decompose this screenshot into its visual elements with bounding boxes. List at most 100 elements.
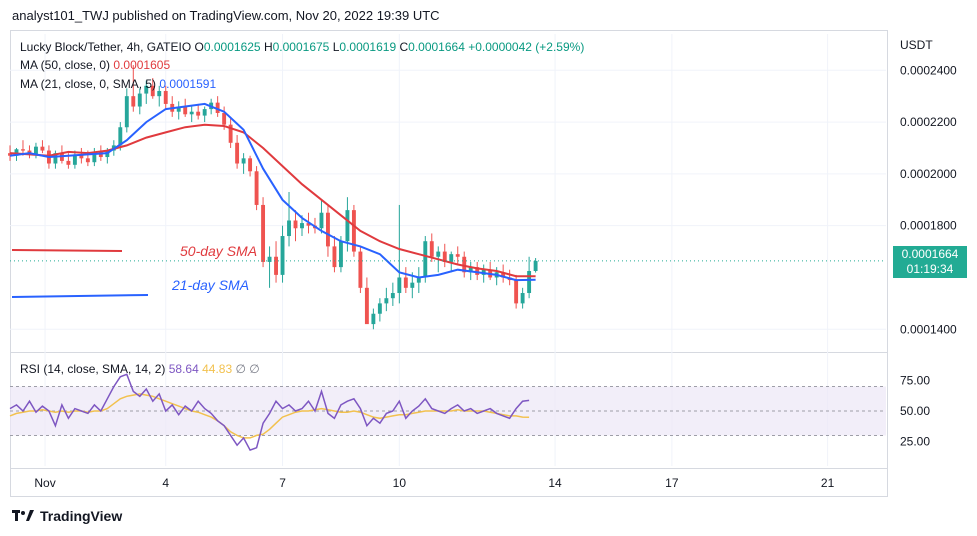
candle-body	[124, 96, 129, 128]
ma21-value: 0.0001591	[159, 77, 217, 91]
candle-body	[300, 223, 304, 229]
candle	[358, 246, 363, 294]
candle-body	[306, 223, 311, 226]
time-tick-label: 21	[821, 476, 835, 490]
time-tick-label: 10	[393, 476, 407, 490]
candle	[326, 204, 330, 257]
candle	[202, 106, 207, 123]
candle-body	[14, 149, 19, 156]
ohlc-legend: Lucky Block/Tether, 4h, GATEIO O0.000162…	[20, 40, 584, 54]
candle	[377, 298, 382, 322]
time-tick-label: 7	[279, 476, 286, 490]
candle	[124, 88, 129, 133]
candle	[176, 101, 181, 120]
candle	[533, 258, 538, 273]
candle-body	[215, 102, 220, 113]
high-value: 0.0001675	[272, 40, 330, 54]
candle-body	[377, 303, 382, 314]
chart-frame	[10, 30, 888, 497]
candle	[423, 236, 428, 283]
candle	[163, 85, 168, 110]
candle-body	[462, 256, 467, 273]
rsi-ma-line	[9, 393, 530, 439]
candle-body	[442, 251, 447, 262]
ma50-legend[interactable]: MA (50, close, 0) 0.0001605	[20, 58, 170, 72]
candle	[416, 267, 421, 294]
brand-name: TradingView	[40, 508, 123, 524]
sma21-legend-line	[11, 294, 149, 298]
candle	[455, 246, 460, 265]
candle	[371, 308, 376, 330]
time-axis-separator	[10, 468, 888, 469]
candle	[527, 256, 532, 299]
time-axis: Nov 4 7 10 14 17 21	[34, 476, 834, 490]
price-tick-label: 0.0002000	[900, 167, 957, 181]
candle	[390, 282, 395, 306]
candle-body	[267, 256, 272, 262]
candle	[287, 192, 291, 247]
high-label: H	[263, 40, 273, 54]
candle	[118, 122, 123, 151]
candle	[183, 98, 188, 117]
candle-body	[332, 246, 337, 268]
candle	[442, 243, 447, 268]
candle-body	[416, 277, 421, 283]
candles	[8, 65, 538, 330]
bar-countdown: 01:19:34	[906, 262, 954, 276]
candle-body	[371, 313, 376, 325]
price-axis: USDT 0.0002400 0.0002200 0.0002000 0.0001800…	[900, 38, 957, 449]
candle-body	[222, 113, 227, 125]
ma21-legend[interactable]: MA (21, close, 0, SMA, 5) 0.0001591	[20, 77, 216, 91]
rsi-tick-label: 25.00	[900, 435, 930, 449]
open-label: O	[194, 40, 204, 54]
candle-body	[293, 220, 298, 229]
rsi-legend[interactable]: RSI (14, close, SMA, 14, 2) 58.64 44.83 …	[20, 362, 260, 376]
candle	[274, 241, 278, 283]
rsi-line	[9, 373, 530, 452]
candle-body	[79, 154, 84, 159]
na-value-2: ∅	[249, 362, 260, 376]
candle	[137, 88, 142, 115]
candle-body	[163, 90, 168, 104]
candle	[228, 116, 233, 148]
candle-body	[429, 241, 434, 257]
candle-body	[533, 260, 538, 271]
candle-body	[520, 293, 525, 304]
candle-body	[85, 158, 90, 163]
candle	[403, 267, 408, 294]
candle-body	[21, 149, 25, 151]
candle	[267, 246, 272, 288]
candle-body	[403, 277, 408, 288]
candle	[293, 210, 298, 242]
last-price-tag: 0.0001664 01:19:34	[893, 246, 967, 278]
last-price-value: 0.0001664	[901, 247, 959, 261]
candle-body	[514, 280, 519, 304]
candle-body	[189, 111, 194, 115]
rsi-label: RSI (14, close, SMA, 14, 2)	[20, 362, 166, 376]
price-tick-label: 0.0002400	[900, 63, 957, 77]
candle-body	[92, 151, 97, 163]
symbol-label[interactable]: Lucky Block/Tether, 4h, GATEIO	[20, 40, 192, 54]
candle-body	[397, 277, 402, 294]
candle	[34, 142, 38, 159]
candle-body	[248, 158, 253, 172]
candle	[27, 145, 32, 159]
candle-body	[131, 96, 136, 107]
candle	[462, 251, 467, 278]
candle-body	[501, 272, 506, 278]
candle-body	[345, 210, 350, 242]
candle-body	[72, 154, 77, 165]
candle-body	[176, 106, 181, 112]
candle-body	[436, 251, 441, 257]
rsi-lines	[9, 373, 530, 452]
candle-body	[137, 93, 142, 107]
pane-separator[interactable]	[10, 352, 888, 353]
candle-body	[274, 256, 278, 275]
candle	[72, 150, 77, 169]
tradingview-footer[interactable]: TradingView	[12, 508, 122, 524]
candle-body	[410, 282, 415, 288]
candle	[475, 261, 480, 281]
sma21-annotation: 21-day SMA	[172, 277, 250, 293]
ma21-line	[9, 102, 536, 282]
